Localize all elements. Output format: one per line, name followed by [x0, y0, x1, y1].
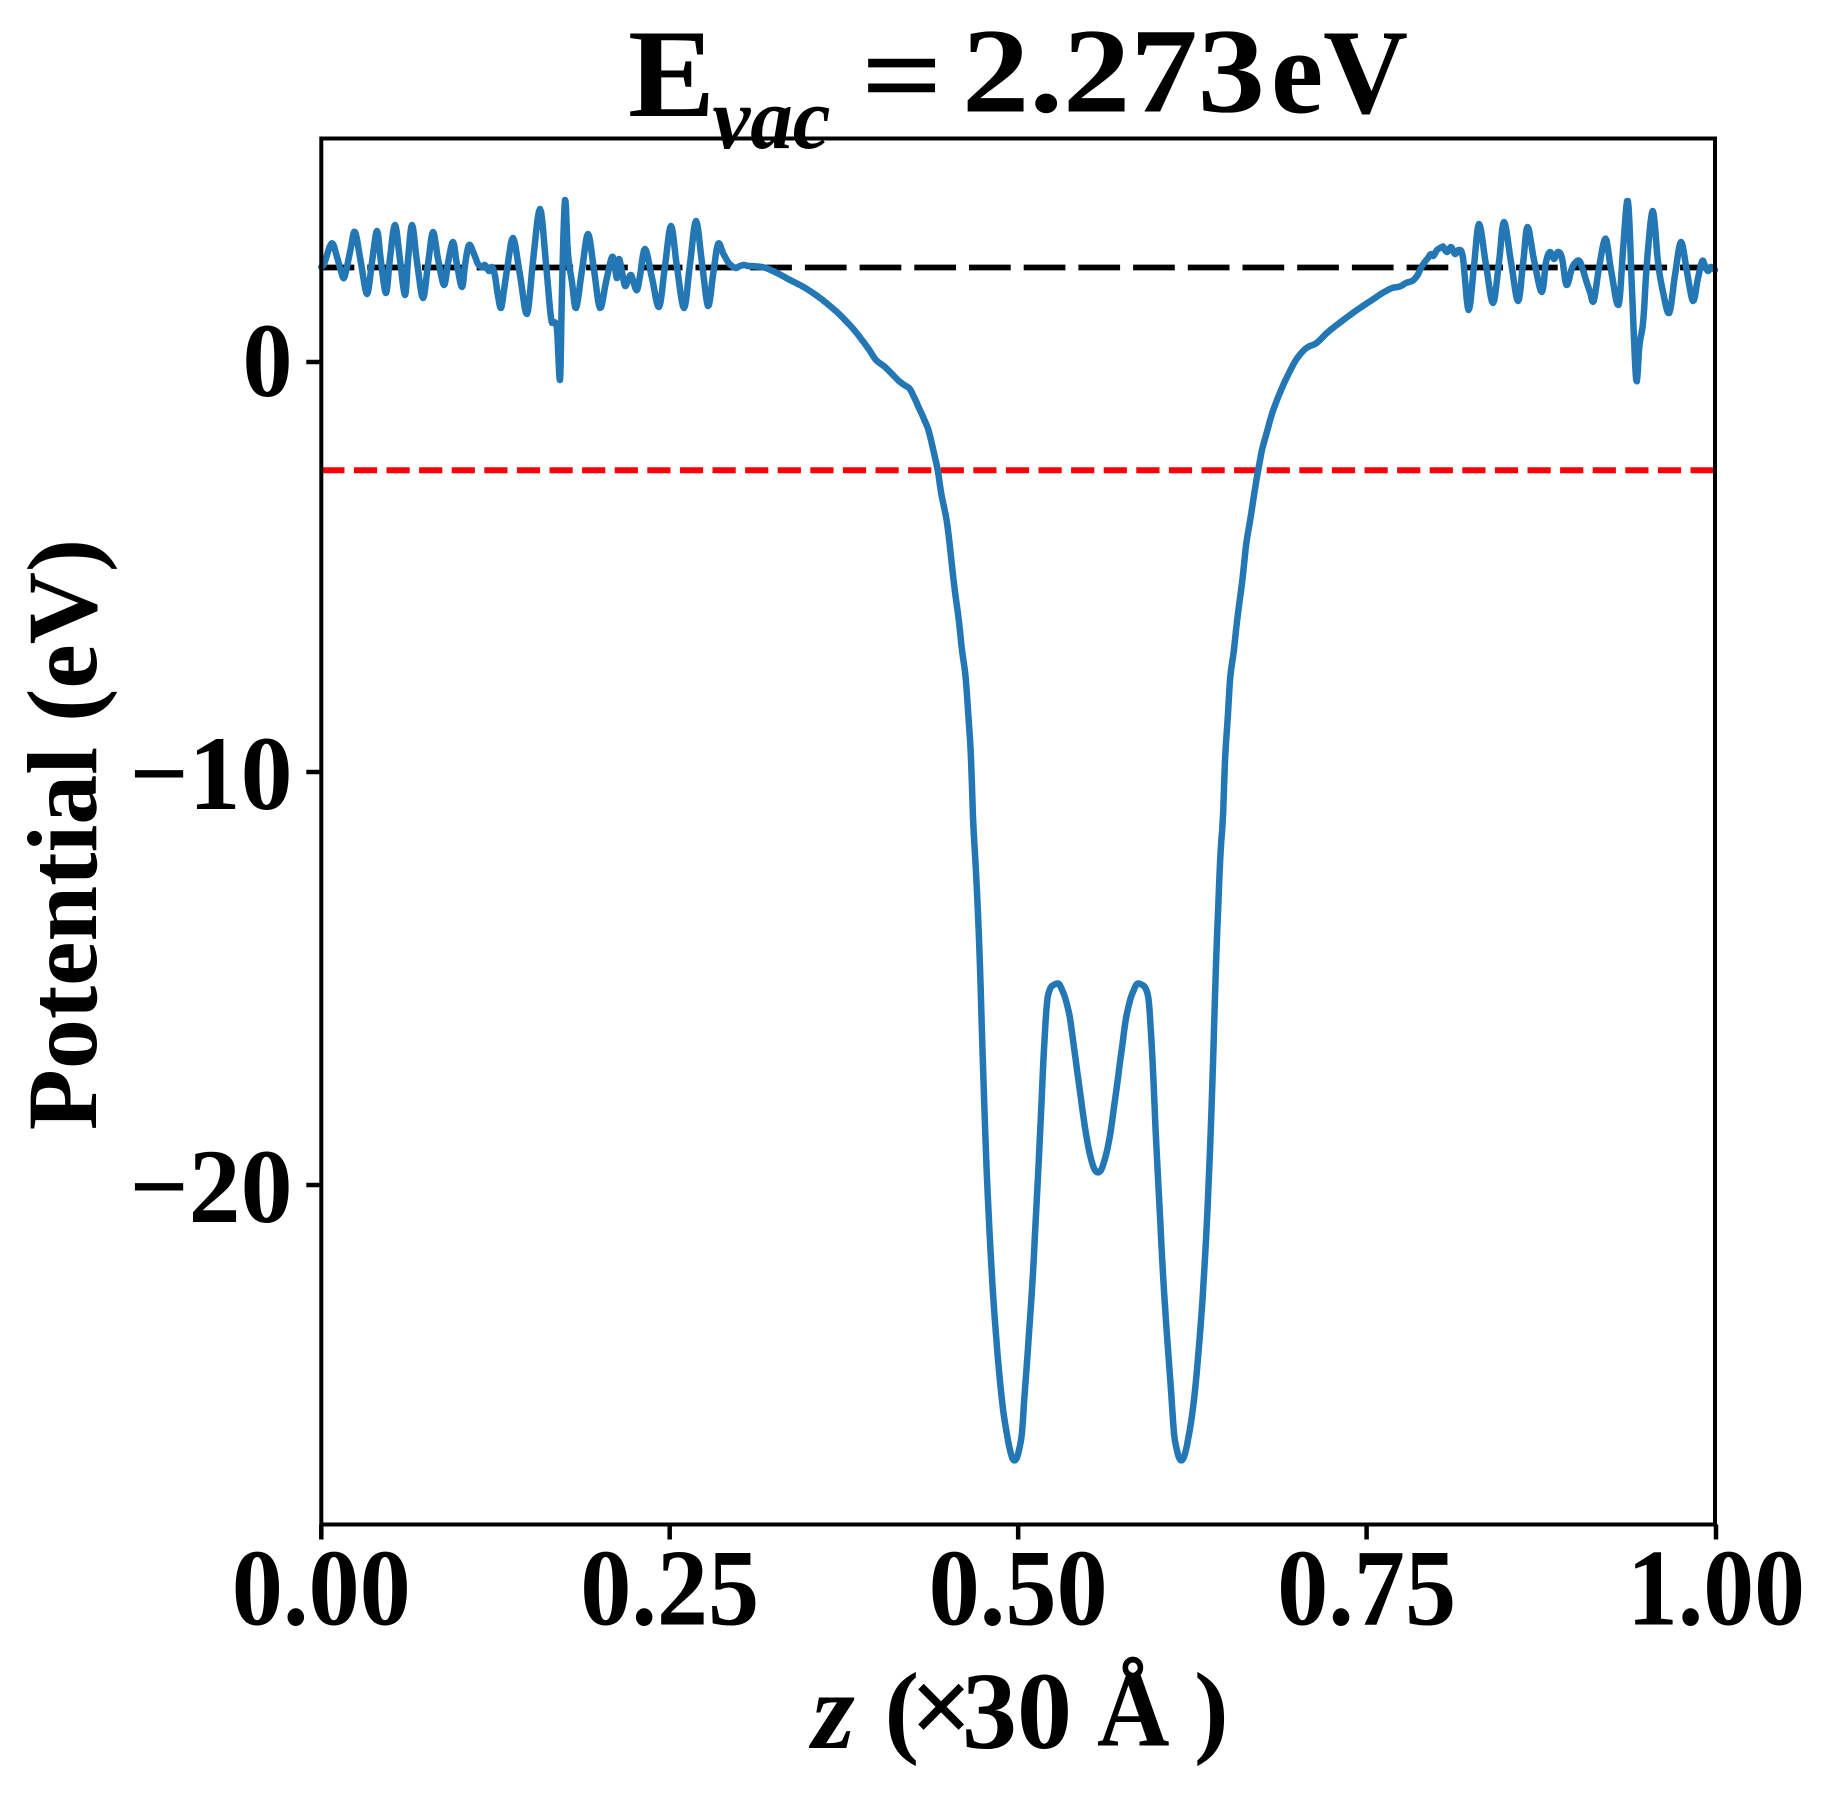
svg-text:2.273: 2.273: [962, 5, 1265, 139]
svg-text:1.00: 1.00: [1627, 1528, 1805, 1649]
svg-text:=: =: [861, 7, 943, 144]
svg-text:0.00: 0.00: [232, 1528, 411, 1649]
svg-text:Potential (eV): Potential (eV): [7, 539, 118, 1130]
svg-text:E: E: [628, 5, 715, 144]
svg-text:0.25: 0.25: [580, 1528, 759, 1649]
svg-text:30: 30: [962, 1650, 1072, 1772]
svg-text:Å: Å: [1097, 1652, 1170, 1770]
svg-text:vac: vac: [713, 71, 831, 168]
svg-text:0.75: 0.75: [1277, 1528, 1456, 1649]
svg-text:eV: eV: [1271, 6, 1408, 140]
svg-text:): ): [1194, 1652, 1229, 1767]
svg-text:0.50: 0.50: [929, 1528, 1108, 1649]
svg-text:−20: −20: [130, 1128, 293, 1245]
svg-text:−10: −10: [130, 715, 293, 832]
svg-text:z: z: [808, 1650, 855, 1772]
svg-text:0: 0: [243, 302, 293, 419]
svg-text:×: ×: [910, 1646, 973, 1768]
svg-text:(: (: [885, 1652, 920, 1767]
